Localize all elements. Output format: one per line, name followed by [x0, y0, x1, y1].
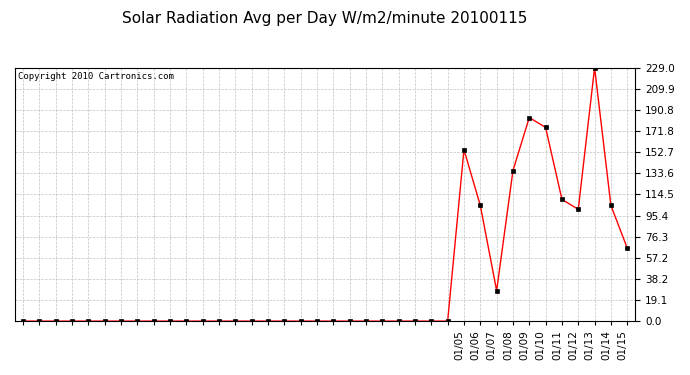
Text: Solar Radiation Avg per Day W/m2/minute 20100115: Solar Radiation Avg per Day W/m2/minute … [121, 11, 527, 26]
Text: Copyright 2010 Cartronics.com: Copyright 2010 Cartronics.com [18, 72, 174, 81]
